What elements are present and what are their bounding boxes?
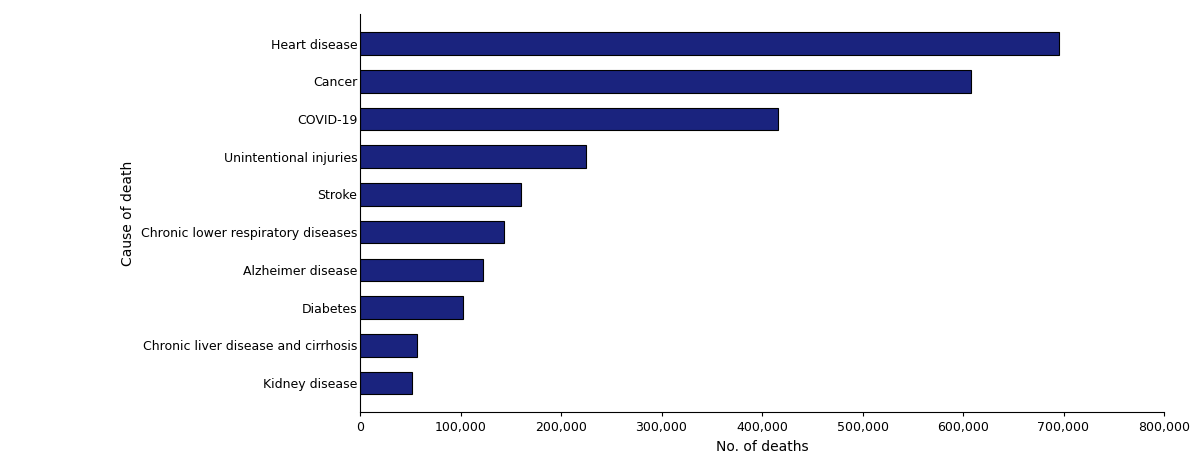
Bar xyxy=(360,183,521,206)
Y-axis label: Cause of death: Cause of death xyxy=(121,161,136,266)
Bar xyxy=(360,258,482,281)
Bar xyxy=(360,70,971,92)
Bar xyxy=(360,32,1060,55)
Bar xyxy=(360,221,504,244)
Bar xyxy=(360,372,413,394)
Bar xyxy=(360,334,418,356)
Bar xyxy=(360,146,586,168)
X-axis label: No. of deaths: No. of deaths xyxy=(715,440,809,454)
Bar xyxy=(360,296,462,319)
Bar xyxy=(360,108,778,130)
